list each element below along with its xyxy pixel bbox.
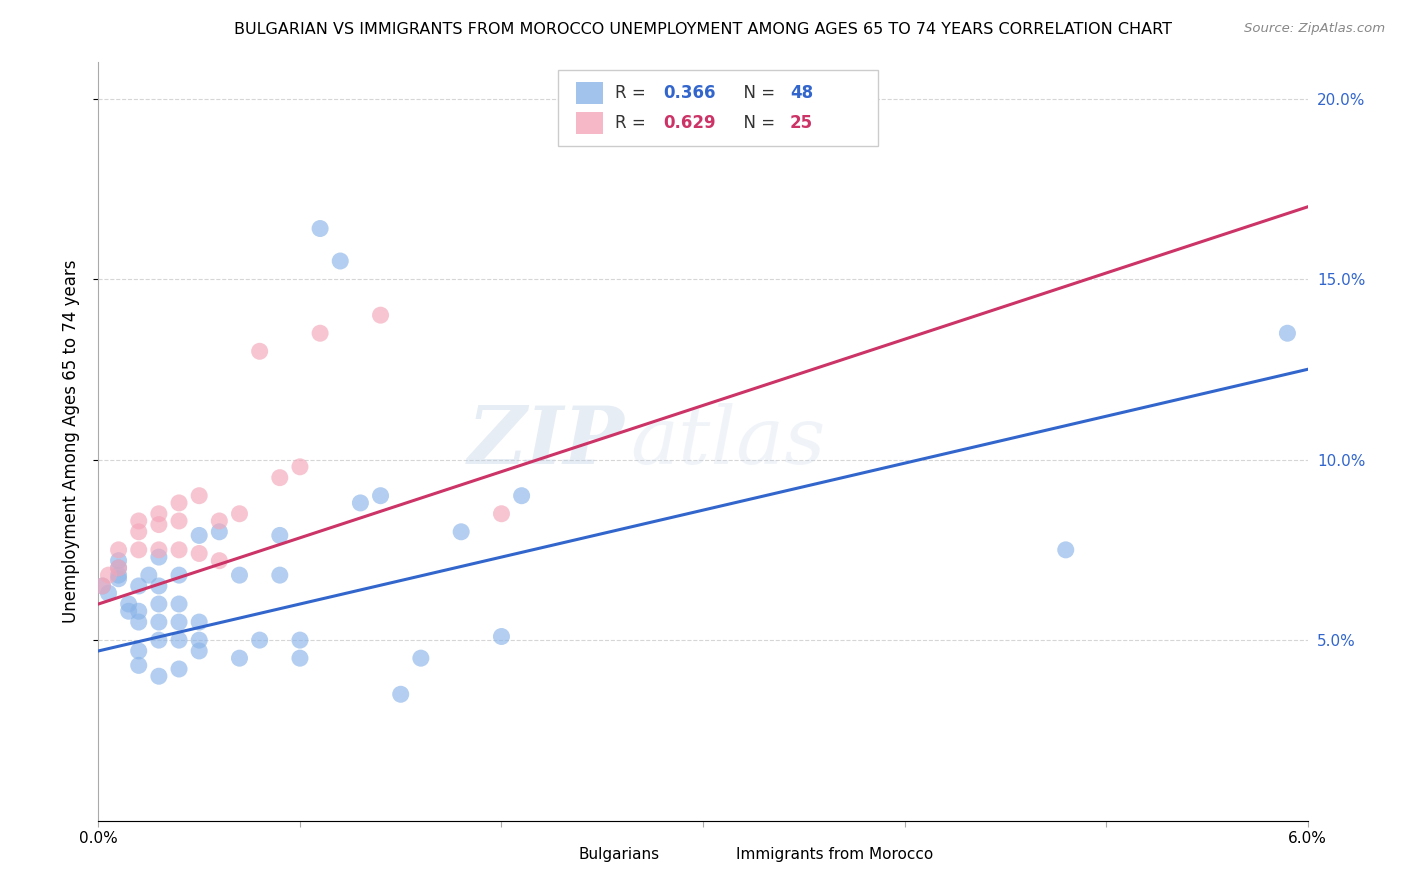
Point bbox=[148, 669, 170, 683]
Text: Source: ZipAtlas.com: Source: ZipAtlas.com bbox=[1244, 22, 1385, 36]
Point bbox=[128, 658, 150, 673]
Text: atlas: atlas bbox=[630, 403, 825, 480]
Point bbox=[91, 579, 114, 593]
Point bbox=[188, 546, 211, 560]
Point bbox=[208, 514, 231, 528]
Point bbox=[491, 630, 513, 644]
Point bbox=[249, 633, 271, 648]
Point bbox=[309, 326, 332, 341]
Point bbox=[128, 644, 150, 658]
FancyBboxPatch shape bbox=[558, 70, 879, 145]
Point bbox=[491, 507, 513, 521]
Point bbox=[148, 615, 170, 629]
Point bbox=[329, 254, 352, 268]
Point bbox=[138, 568, 160, 582]
Point bbox=[97, 568, 120, 582]
Bar bbox=[576, 82, 603, 103]
Y-axis label: Unemployment Among Ages 65 to 74 years: Unemployment Among Ages 65 to 74 years bbox=[62, 260, 80, 624]
Text: R =: R = bbox=[614, 84, 651, 102]
Bar bbox=[540, 846, 567, 863]
Point bbox=[167, 615, 190, 629]
Point bbox=[269, 528, 291, 542]
Point bbox=[409, 651, 432, 665]
Point bbox=[188, 528, 211, 542]
Point bbox=[188, 615, 211, 629]
Point bbox=[167, 662, 190, 676]
Point bbox=[167, 514, 190, 528]
Point bbox=[148, 597, 170, 611]
Point bbox=[107, 561, 129, 575]
Point bbox=[128, 579, 150, 593]
Text: Immigrants from Morocco: Immigrants from Morocco bbox=[735, 847, 934, 862]
Point bbox=[148, 542, 170, 557]
Point bbox=[148, 579, 170, 593]
Text: R =: R = bbox=[614, 114, 651, 132]
Point bbox=[370, 489, 392, 503]
Point bbox=[167, 542, 190, 557]
Point bbox=[167, 568, 190, 582]
Point bbox=[349, 496, 371, 510]
Text: N =: N = bbox=[734, 84, 780, 102]
Point bbox=[128, 514, 150, 528]
Point bbox=[148, 550, 170, 565]
Point bbox=[107, 554, 129, 568]
Text: BULGARIAN VS IMMIGRANTS FROM MOROCCO UNEMPLOYMENT AMONG AGES 65 TO 74 YEARS CORR: BULGARIAN VS IMMIGRANTS FROM MOROCCO UNE… bbox=[233, 22, 1173, 37]
Point bbox=[389, 687, 412, 701]
Point bbox=[370, 308, 392, 322]
Point bbox=[148, 633, 170, 648]
Point bbox=[188, 644, 211, 658]
Point bbox=[269, 568, 291, 582]
Text: 0.366: 0.366 bbox=[664, 84, 716, 102]
Text: 48: 48 bbox=[790, 84, 813, 102]
Point bbox=[249, 344, 271, 359]
Point bbox=[107, 561, 129, 575]
Point bbox=[510, 489, 533, 503]
Point bbox=[118, 597, 141, 611]
Bar bbox=[576, 112, 603, 134]
Point bbox=[288, 633, 311, 648]
Point bbox=[228, 507, 250, 521]
Point bbox=[269, 470, 291, 484]
Point bbox=[288, 459, 311, 474]
Point bbox=[118, 604, 141, 618]
Point bbox=[450, 524, 472, 539]
Point bbox=[1054, 542, 1077, 557]
Point bbox=[208, 554, 231, 568]
Point bbox=[167, 633, 190, 648]
Text: 0.629: 0.629 bbox=[664, 114, 716, 132]
Point bbox=[107, 572, 129, 586]
Point bbox=[167, 597, 190, 611]
Point bbox=[167, 496, 190, 510]
Point bbox=[208, 524, 231, 539]
Point bbox=[309, 221, 332, 235]
Point bbox=[188, 633, 211, 648]
Text: Bulgarians: Bulgarians bbox=[578, 847, 659, 862]
Text: ZIP: ZIP bbox=[468, 403, 624, 480]
Point bbox=[128, 615, 150, 629]
Point bbox=[107, 568, 129, 582]
Text: 25: 25 bbox=[790, 114, 813, 132]
Point bbox=[288, 651, 311, 665]
Point bbox=[128, 524, 150, 539]
Point bbox=[853, 110, 876, 124]
Point bbox=[128, 542, 150, 557]
Point bbox=[148, 517, 170, 532]
Point bbox=[107, 542, 129, 557]
Point bbox=[188, 489, 211, 503]
Bar bbox=[697, 846, 724, 863]
Point bbox=[128, 604, 150, 618]
Point bbox=[97, 586, 120, 600]
Point bbox=[228, 568, 250, 582]
Point bbox=[228, 651, 250, 665]
Text: N =: N = bbox=[734, 114, 780, 132]
Point bbox=[91, 579, 114, 593]
Point bbox=[1277, 326, 1299, 341]
Point bbox=[148, 507, 170, 521]
